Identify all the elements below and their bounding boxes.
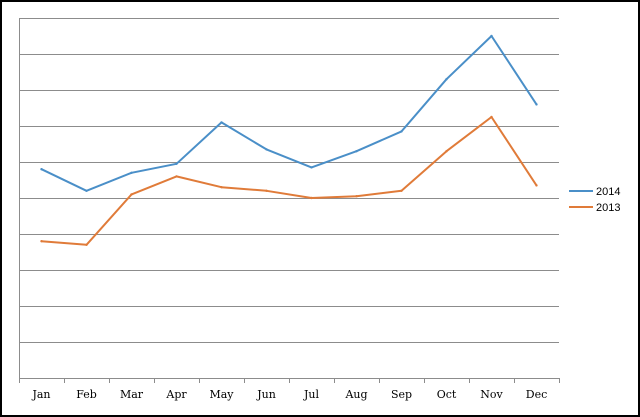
data-point-2013 <box>400 189 403 192</box>
x-tick-label: Feb <box>76 388 97 401</box>
data-point-2013 <box>220 186 223 189</box>
axes <box>19 18 560 383</box>
data-point-2013 <box>310 196 313 200</box>
data-point-2014 <box>355 150 358 153</box>
data-point-2014 <box>445 78 448 81</box>
data-point-2013 <box>355 195 358 198</box>
x-tick-label: May <box>209 388 234 401</box>
x-tick-label: Mar <box>120 388 144 401</box>
x-tick-label: Apr <box>165 388 187 401</box>
data-point-2014 <box>535 103 538 106</box>
data-point-2014 <box>85 189 88 192</box>
x-tick-label: Oct <box>437 388 457 401</box>
data-point-2014 <box>220 121 223 124</box>
data-point-2013 <box>535 184 538 187</box>
data-point-2013 <box>445 150 448 153</box>
data-point-2014 <box>310 166 313 169</box>
data-point-2014 <box>130 171 133 174</box>
data-point-2014 <box>40 168 43 171</box>
legend-label-2014: 2014 <box>596 186 620 198</box>
data-point-2014 <box>175 162 178 165</box>
legend: 2014 2013 <box>569 186 620 214</box>
series-line-2013 <box>40 116 538 246</box>
data-point-2013 <box>85 243 88 246</box>
gridlines <box>19 18 559 343</box>
series-line-2014 <box>40 35 538 192</box>
data-point-2013 <box>265 189 268 192</box>
legend-label-2013: 2013 <box>596 202 620 214</box>
data-point-2013 <box>130 193 133 196</box>
x-tick-labels: Jan Feb Mar Apr May Jun Jul Aug Sep Oct Nov Dec <box>31 388 547 401</box>
x-tick-label: Aug <box>344 388 367 401</box>
x-tick-label: Jun <box>256 388 276 401</box>
data-point-2014 <box>265 148 268 151</box>
data-point-2013 <box>40 240 43 243</box>
x-tick-label: Sep <box>391 388 412 401</box>
x-tick-label: Nov <box>480 388 503 401</box>
data-point-2014 <box>490 34 493 38</box>
data-point-2013 <box>175 175 178 178</box>
x-tick-label: Jan <box>31 388 50 401</box>
data-point-2013 <box>490 115 493 119</box>
x-tick-label: Dec <box>526 388 548 401</box>
series-lines <box>40 34 538 246</box>
data-point-2014 <box>400 130 403 133</box>
x-tick-label: Jul <box>303 388 319 401</box>
